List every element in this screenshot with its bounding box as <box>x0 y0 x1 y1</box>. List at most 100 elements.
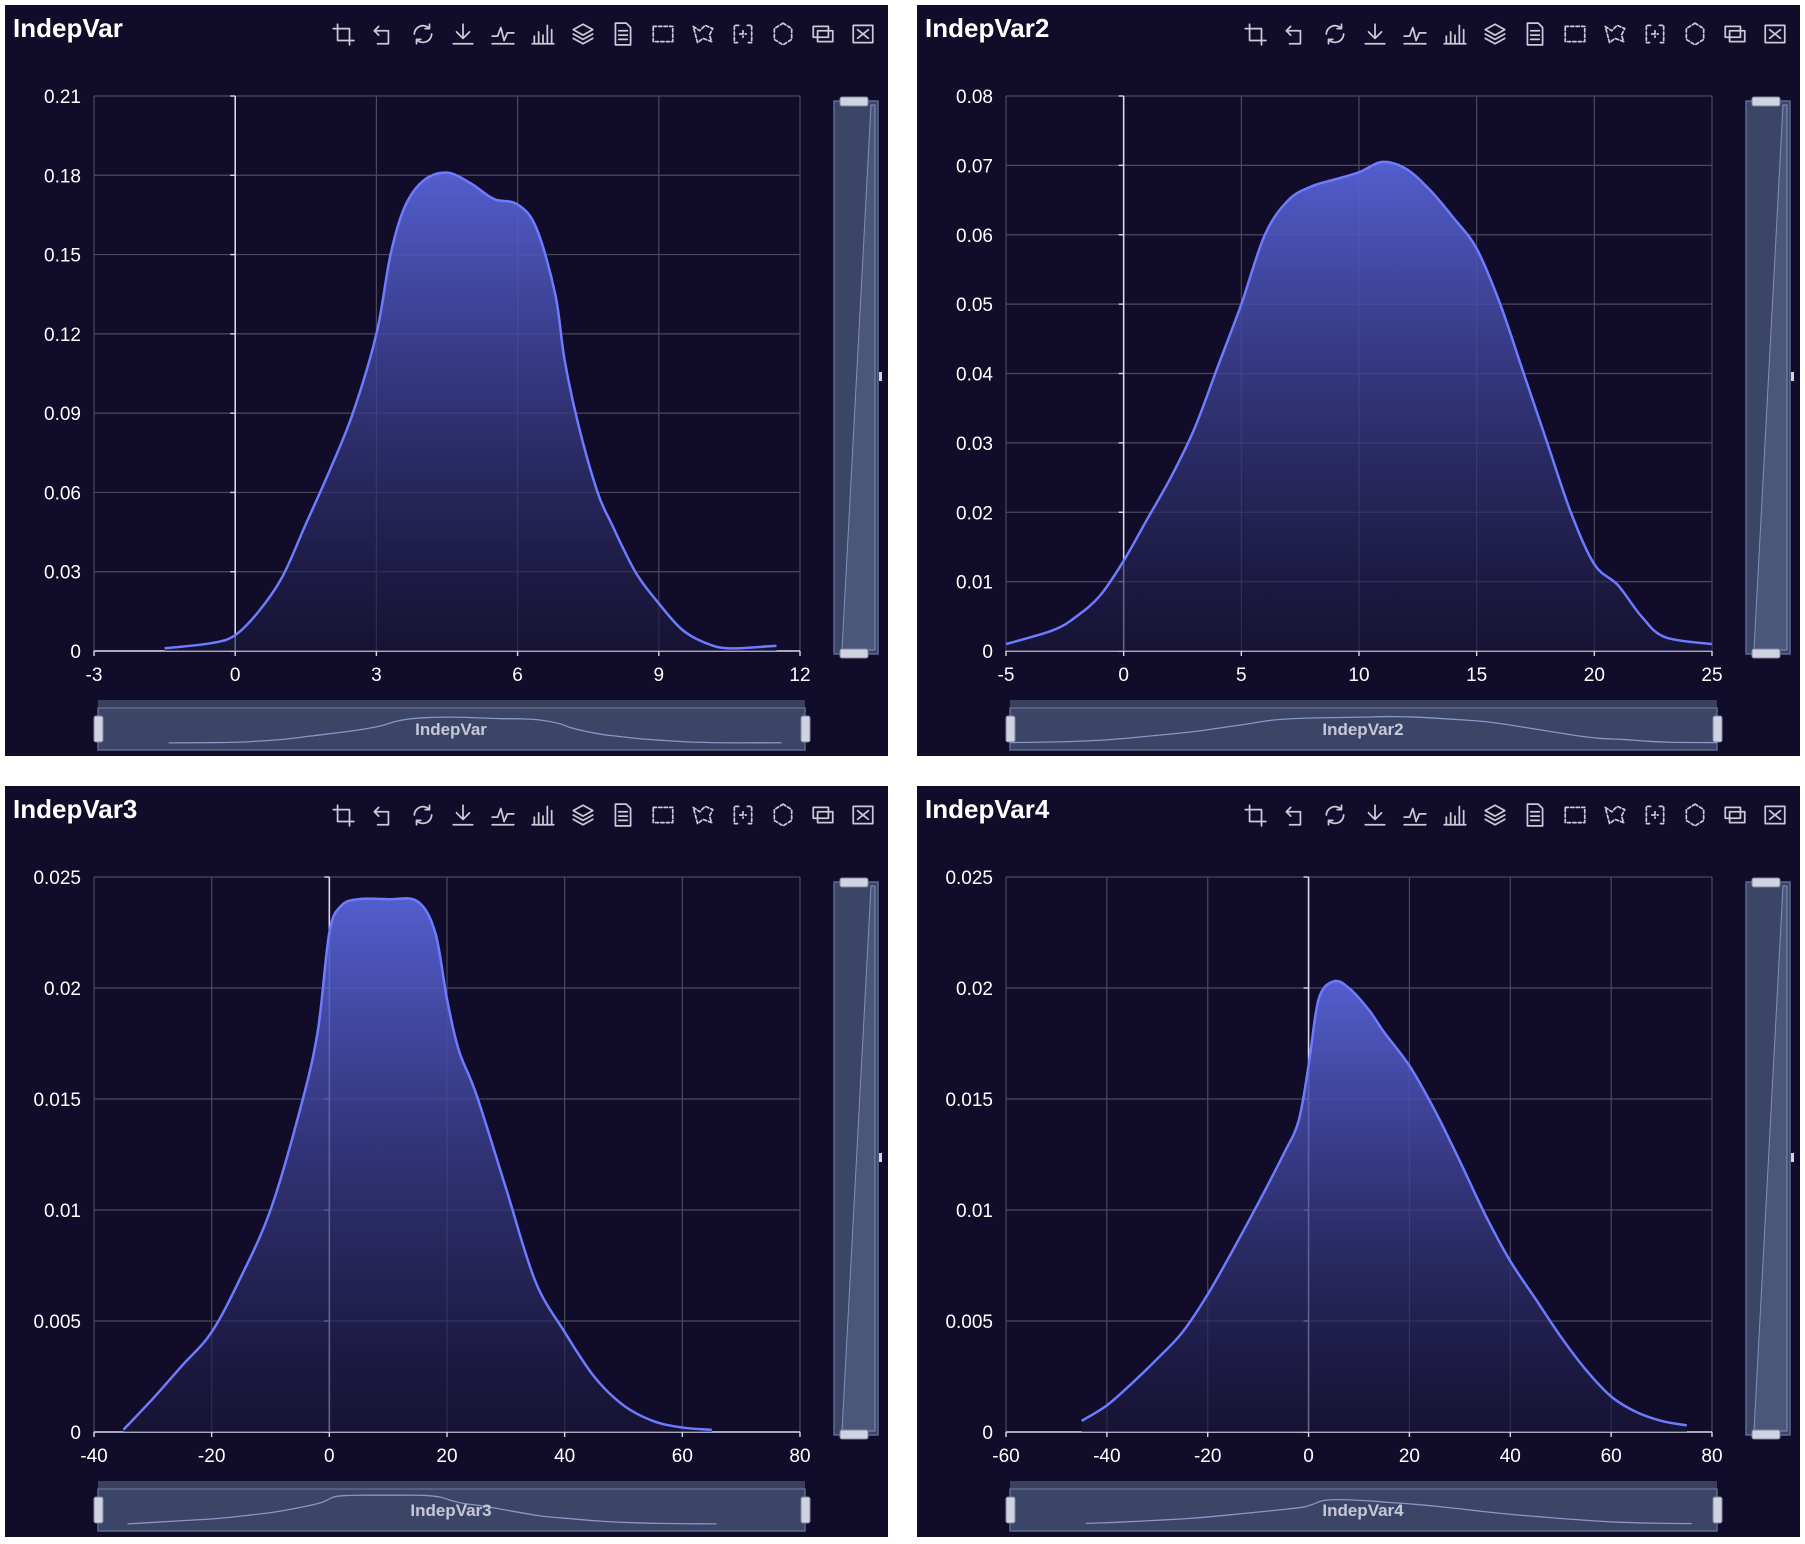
undo-crop-button[interactable] <box>1275 800 1315 830</box>
zoom-handle[interactable] <box>1712 715 1723 743</box>
rect-select-icon <box>652 806 674 824</box>
keep-select-button[interactable] <box>1635 800 1675 830</box>
lasso-select-button[interactable] <box>683 800 723 830</box>
zoom-handle[interactable] <box>93 715 104 743</box>
close-button[interactable] <box>843 800 883 830</box>
zoom-handle[interactable] <box>839 96 869 107</box>
zoom-handle[interactable] <box>800 1496 811 1524</box>
zoom-move-handle[interactable] <box>879 1153 882 1162</box>
window-icon <box>1724 25 1746 43</box>
clear-select-icon <box>1685 803 1705 827</box>
rect-select-button[interactable] <box>643 800 683 830</box>
window-button[interactable] <box>1715 19 1755 49</box>
line-chart-button[interactable] <box>483 19 523 49</box>
download-button[interactable] <box>443 19 483 49</box>
line-chart-icon <box>1403 807 1427 826</box>
line-chart-button[interactable] <box>483 800 523 830</box>
lasso-select-button[interactable] <box>1595 19 1635 49</box>
bar-chart-button[interactable] <box>523 800 563 830</box>
horizontal-zoom-slider[interactable]: IndepVar2 <box>1005 700 1723 751</box>
download-button[interactable] <box>443 800 483 830</box>
data-view-button[interactable] <box>603 800 643 830</box>
x-tick-label: -20 <box>198 1446 225 1467</box>
zoom-move-handle[interactable] <box>98 700 805 708</box>
undo-crop-button[interactable] <box>363 19 403 49</box>
keep-select-button[interactable] <box>723 19 763 49</box>
crop-button[interactable] <box>1235 800 1275 830</box>
zoom-handle[interactable] <box>839 648 869 659</box>
clear-select-button[interactable] <box>763 800 803 830</box>
chart-plot-2: 00.010.020.030.040.050.060.070.08-5 0 5 10 1… <box>956 87 1794 751</box>
rect-select-button[interactable] <box>1555 800 1595 830</box>
zoom-handle[interactable] <box>93 1496 104 1524</box>
crop-button[interactable] <box>323 19 363 49</box>
clear-select-button[interactable] <box>1675 19 1715 49</box>
zoom-handle[interactable] <box>839 1429 869 1440</box>
close-button[interactable] <box>1755 800 1795 830</box>
zoom-handle[interactable] <box>1751 1429 1781 1440</box>
zoom-handle[interactable] <box>1751 648 1781 659</box>
window-button[interactable] <box>803 800 843 830</box>
lasso-select-button[interactable] <box>1595 800 1635 830</box>
data-view-button[interactable] <box>1515 800 1555 830</box>
zoom-move-handle[interactable] <box>1791 372 1794 381</box>
line-chart-button[interactable] <box>1395 19 1435 49</box>
horizontal-zoom-slider[interactable]: IndepVar4 <box>1005 1481 1723 1532</box>
download-button[interactable] <box>1355 19 1395 49</box>
data-view-button[interactable] <box>1515 19 1555 49</box>
zoom-handle[interactable] <box>1751 877 1781 888</box>
zoom-handle[interactable] <box>800 715 811 743</box>
clear-select-icon <box>1685 22 1705 46</box>
bar-chart-button[interactable] <box>523 19 563 49</box>
zoom-move-handle[interactable] <box>1791 1153 1794 1162</box>
horizontal-zoom-slider[interactable]: IndepVar <box>93 700 811 751</box>
crop-button[interactable] <box>1235 19 1275 49</box>
horizontal-zoom-slider[interactable]: IndepVar3 <box>93 1481 811 1532</box>
rect-select-button[interactable] <box>643 19 683 49</box>
window-button[interactable] <box>1715 800 1755 830</box>
bar-chart-button[interactable] <box>1435 800 1475 830</box>
undo-crop-button[interactable] <box>1275 19 1315 49</box>
stack-button[interactable] <box>1475 19 1515 49</box>
undo-crop-button[interactable] <box>363 800 403 830</box>
zoom-move-handle[interactable] <box>879 372 882 381</box>
data-view-button[interactable] <box>603 19 643 49</box>
refresh-button[interactable] <box>1315 19 1355 49</box>
crop-button[interactable] <box>323 800 363 830</box>
undo-crop-icon <box>1285 806 1302 826</box>
vertical-zoom-slider[interactable] <box>833 877 882 1440</box>
stack-button[interactable] <box>1475 800 1515 830</box>
refresh-button[interactable] <box>1315 800 1355 830</box>
zoom-handle[interactable] <box>839 877 869 888</box>
refresh-button[interactable] <box>403 19 443 49</box>
stack-button[interactable] <box>563 800 603 830</box>
lasso-select-button[interactable] <box>683 19 723 49</box>
keep-select-button[interactable] <box>1635 19 1675 49</box>
rect-select-button[interactable] <box>1555 19 1595 49</box>
zoom-series-label: IndepVar2 <box>1322 720 1403 739</box>
window-button[interactable] <box>803 19 843 49</box>
zoom-move-handle[interactable] <box>1010 700 1717 708</box>
zoom-handle[interactable] <box>1751 96 1781 107</box>
zoom-handle[interactable] <box>1005 715 1016 743</box>
bar-chart-button[interactable] <box>1435 19 1475 49</box>
stack-button[interactable] <box>563 19 603 49</box>
clear-select-button[interactable] <box>1675 800 1715 830</box>
zoom-handle[interactable] <box>1005 1496 1016 1524</box>
y-tick-label: 0.005 <box>33 1312 81 1333</box>
close-button[interactable] <box>1755 19 1795 49</box>
zoom-handle[interactable] <box>1712 1496 1723 1524</box>
vertical-zoom-slider[interactable] <box>833 96 882 659</box>
vertical-zoom-slider[interactable] <box>1745 96 1794 659</box>
vertical-zoom-slider[interactable] <box>1745 877 1794 1440</box>
x-tick-label: 20 <box>1399 1446 1420 1467</box>
keep-select-button[interactable] <box>723 800 763 830</box>
refresh-button[interactable] <box>403 800 443 830</box>
close-button[interactable] <box>843 19 883 49</box>
zoom-series-label: IndepVar4 <box>1322 1501 1404 1520</box>
zoom-move-handle[interactable] <box>1010 1481 1717 1489</box>
clear-select-button[interactable] <box>763 19 803 49</box>
line-chart-button[interactable] <box>1395 800 1435 830</box>
zoom-move-handle[interactable] <box>98 1481 805 1489</box>
download-button[interactable] <box>1355 800 1395 830</box>
